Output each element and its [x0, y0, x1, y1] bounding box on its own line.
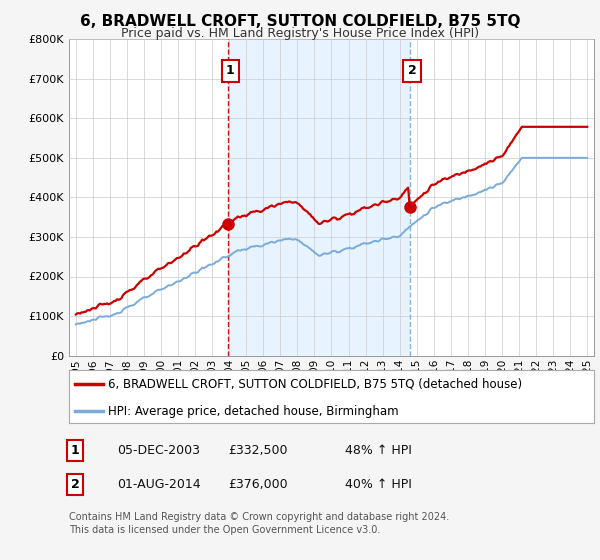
- Text: 1: 1: [71, 444, 79, 458]
- Text: 01-AUG-2014: 01-AUG-2014: [117, 478, 200, 491]
- Text: 2: 2: [71, 478, 79, 491]
- Text: 40% ↑ HPI: 40% ↑ HPI: [345, 478, 412, 491]
- Text: 05-DEC-2003: 05-DEC-2003: [117, 444, 200, 458]
- Text: Price paid vs. HM Land Registry's House Price Index (HPI): Price paid vs. HM Land Registry's House …: [121, 27, 479, 40]
- Text: £376,000: £376,000: [228, 478, 287, 491]
- Bar: [228, 39, 410, 356]
- Text: 6, BRADWELL CROFT, SUTTON COLDFIELD, B75 5TQ (detached house): 6, BRADWELL CROFT, SUTTON COLDFIELD, B75…: [109, 377, 523, 390]
- Text: 48% ↑ HPI: 48% ↑ HPI: [345, 444, 412, 458]
- Text: 2: 2: [408, 64, 416, 77]
- Text: This data is licensed under the Open Government Licence v3.0.: This data is licensed under the Open Gov…: [69, 525, 380, 535]
- Text: 1: 1: [226, 64, 235, 77]
- Text: 6, BRADWELL CROFT, SUTTON COLDFIELD, B75 5TQ: 6, BRADWELL CROFT, SUTTON COLDFIELD, B75…: [80, 14, 520, 29]
- Text: HPI: Average price, detached house, Birmingham: HPI: Average price, detached house, Birm…: [109, 404, 399, 418]
- Text: Contains HM Land Registry data © Crown copyright and database right 2024.: Contains HM Land Registry data © Crown c…: [69, 512, 449, 522]
- Text: £332,500: £332,500: [228, 444, 287, 458]
